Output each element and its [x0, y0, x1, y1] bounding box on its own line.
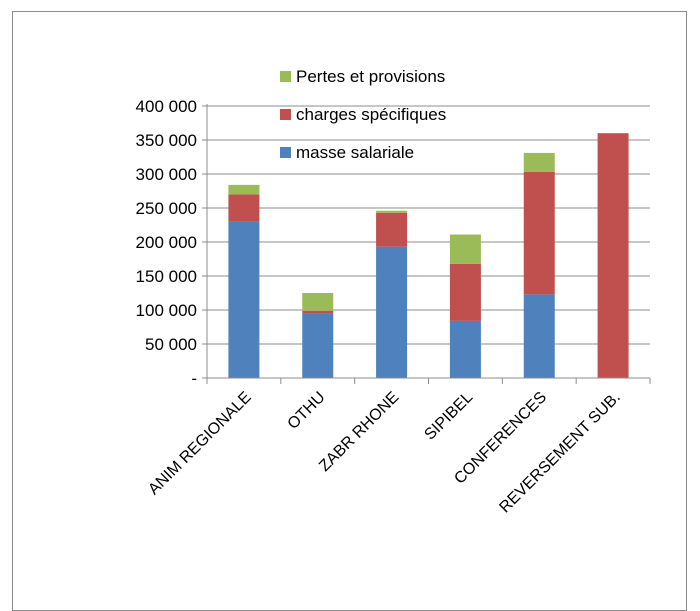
legend-label: masse salariale: [296, 143, 414, 162]
x-category-label: ANIM REGIONALE: [145, 389, 254, 498]
legend-swatch: [280, 147, 291, 158]
legend-label: Pertes et provisions: [296, 67, 445, 86]
bar-segment: [449, 320, 481, 378]
bar-segment: [523, 152, 555, 172]
legend-swatch: [280, 109, 291, 120]
bars: [228, 133, 629, 378]
bar-segment: [376, 212, 408, 247]
bar-segment: [523, 171, 555, 295]
y-tick-label: 300 000: [136, 165, 197, 184]
bar-segment: [449, 234, 481, 264]
y-tick-label: 50 000: [145, 335, 197, 354]
y-tick-label: 200 000: [136, 233, 197, 252]
gridlines: [207, 105, 650, 345]
bar-segment: [376, 246, 408, 378]
y-tick-label: 100 000: [136, 301, 197, 320]
y-tick-label: 400 000: [136, 97, 197, 116]
x-category-label: REVERSEMENT SUB.: [496, 389, 623, 516]
bar-segment: [597, 133, 629, 378]
x-category-label: OTHU: [285, 389, 329, 433]
bar-segment: [228, 184, 260, 195]
legend: Pertes et provisions charges spécifiques m…: [280, 67, 446, 162]
bar-segment: [523, 294, 555, 378]
y-tick-label: 250 000: [136, 199, 197, 218]
legend-label: charges spécifiques: [296, 105, 446, 124]
y-tick-label: 350 000: [136, 131, 197, 150]
y-tick-label: -: [191, 369, 197, 388]
x-category-label: SIPIBEL: [421, 389, 476, 444]
stacked-bar-chart: - 50 000 100 000 150 000 200 000 250 000 300 0…: [136, 67, 651, 516]
y-tick-label: 150 000: [136, 267, 197, 286]
bar-segment: [302, 293, 334, 311]
bar-segment: [228, 194, 260, 222]
chart-frame: [12, 11, 687, 611]
legend-swatch: [280, 71, 291, 82]
bar-segment: [449, 263, 481, 321]
bar-segment: [228, 221, 260, 378]
bar-segment: [302, 313, 334, 378]
bar-segment: [376, 210, 408, 213]
x-category-label: ZABR RHONE: [316, 389, 402, 475]
bar-segment: [302, 310, 334, 314]
